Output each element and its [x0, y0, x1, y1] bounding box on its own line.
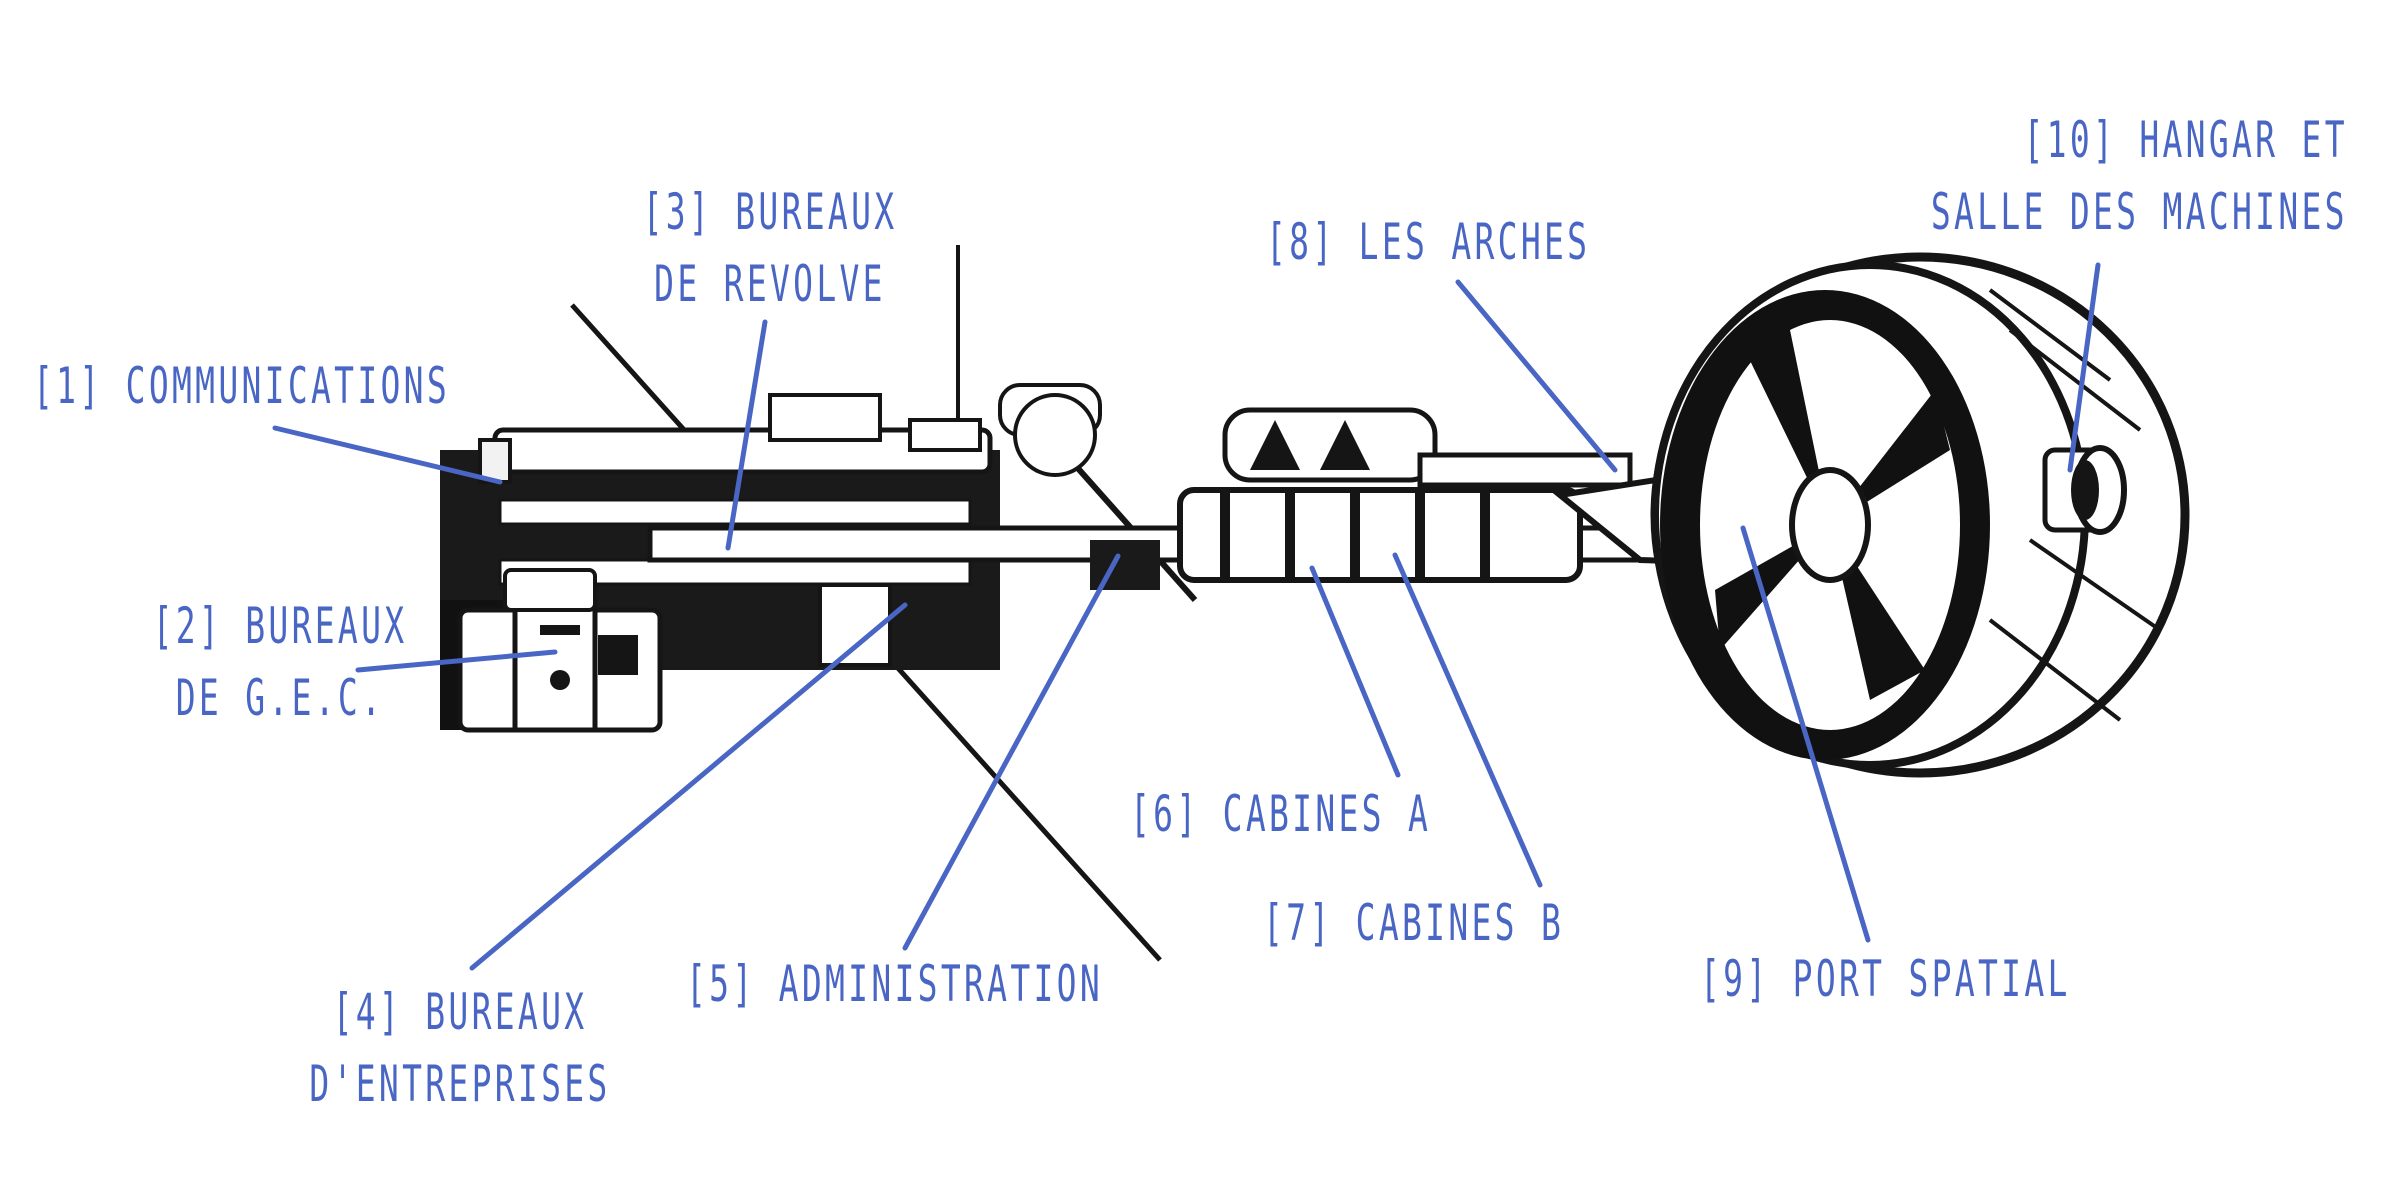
- label-bureaux-revolve: [3] BUREAUX DE REVOLVE: [618, 176, 922, 320]
- leader-line-7: [1392, 552, 1543, 888]
- leader-line-8: [1455, 279, 1618, 473]
- leader-line-10: [2067, 262, 2101, 473]
- leader-line-6: [1309, 565, 1401, 778]
- leader-line-1: [272, 425, 503, 485]
- label-bureaux-revolve-line-1: [3] BUREAUX: [642, 183, 898, 241]
- leader-line-4: [469, 602, 908, 971]
- torus-ring: [1650, 252, 2190, 778]
- leader-line-3: [725, 319, 768, 551]
- label-administration-line-1: [5] ADMINISTRATION: [686, 955, 1104, 1013]
- label-bureaux-gec: [2] BUREAUX DE G.E.C.: [128, 590, 432, 734]
- gec-pod: [457, 568, 663, 733]
- leader-lines: [272, 262, 2101, 971]
- label-port-spatial-line-1: [9] PORT SPATIAL: [1700, 950, 2071, 1008]
- label-communications-line-1: [1] COMMUNICATIONS: [33, 357, 451, 415]
- label-hangar-line-1: [10] HANGAR ET: [2023, 111, 2348, 169]
- label-les-arches-line-1: [8] LES ARCHES: [1266, 213, 1591, 271]
- label-administration: [5] ADMINISTRATION: [686, 948, 1103, 1020]
- label-bureaux-entreprises-line-1: [4] BUREAUX: [332, 983, 588, 1041]
- space-station-illustration: [440, 245, 2190, 962]
- label-bureaux-gec-line-2: DE G.E.C.: [175, 669, 385, 727]
- leader-line-2: [355, 649, 558, 673]
- label-cabines-a-line-1: [6] CABINES A: [1130, 785, 1432, 843]
- label-cabines-b: [7] CABINES B: [1263, 887, 1564, 959]
- label-bureaux-entreprises: [4] BUREAUX D'ENTREPRISES: [308, 976, 612, 1120]
- arches-module: [1417, 452, 1633, 488]
- label-bureaux-entreprises-line-2: D'ENTREPRISES: [309, 1055, 611, 1113]
- label-bureaux-revolve-line-2: DE REVOLVE: [654, 255, 886, 313]
- cabins-module: [1177, 407, 1583, 583]
- leader-line-9: [1740, 525, 1871, 943]
- hangar-engine: [2042, 445, 2127, 535]
- label-cabines-b-line-1: [7] CABINES B: [1263, 894, 1565, 952]
- label-hangar: [10] HANGAR ET SALLE DES MACHINES: [1931, 104, 2348, 248]
- label-cabines-a: [6] CABINES A: [1130, 778, 1431, 850]
- label-bureaux-gec-line-1: [2] BUREAUX: [152, 597, 408, 655]
- label-hangar-line-2: SALLE DES MACHINES: [1930, 183, 2348, 241]
- label-port-spatial: [9] PORT SPATIAL: [1700, 943, 2071, 1015]
- leader-line-5: [902, 553, 1121, 951]
- label-les-arches: [8] LES ARCHES: [1266, 206, 1590, 278]
- label-communications: [1] COMMUNICATIONS: [33, 350, 450, 422]
